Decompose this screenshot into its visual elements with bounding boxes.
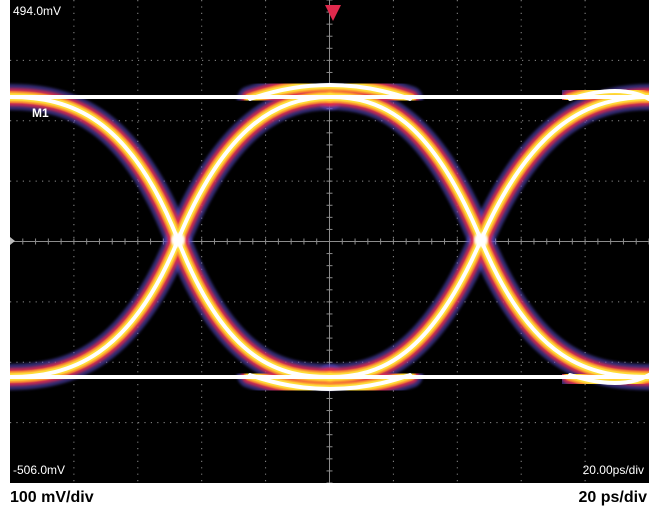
undershoot-trace [248, 373, 412, 391]
eye-crossing-point [171, 233, 185, 247]
ground-level-marker[interactable] [10, 237, 15, 245]
top-voltage-label: 494.0mV [13, 4, 61, 18]
eye-crossing-point [474, 233, 488, 247]
horizontal-scale-caption: 20 ps/div [578, 489, 647, 506]
bottom-voltage-label: -506.0mV [13, 463, 65, 477]
trigger-position-marker[interactable] [325, 5, 341, 21]
overshoot-trace [568, 89, 649, 101]
undershoot-trace [568, 373, 649, 385]
scope-display: 494.0mV M1 -506.0mV 20.00ps/div [10, 0, 649, 483]
eye-diagram [10, 72, 649, 402]
overshoot-trace [248, 83, 412, 101]
timebase-label: 20.00ps/div [583, 463, 644, 477]
channel-marker-label: M1 [32, 106, 49, 120]
vertical-scale-caption: 100 mV/div [10, 489, 94, 506]
